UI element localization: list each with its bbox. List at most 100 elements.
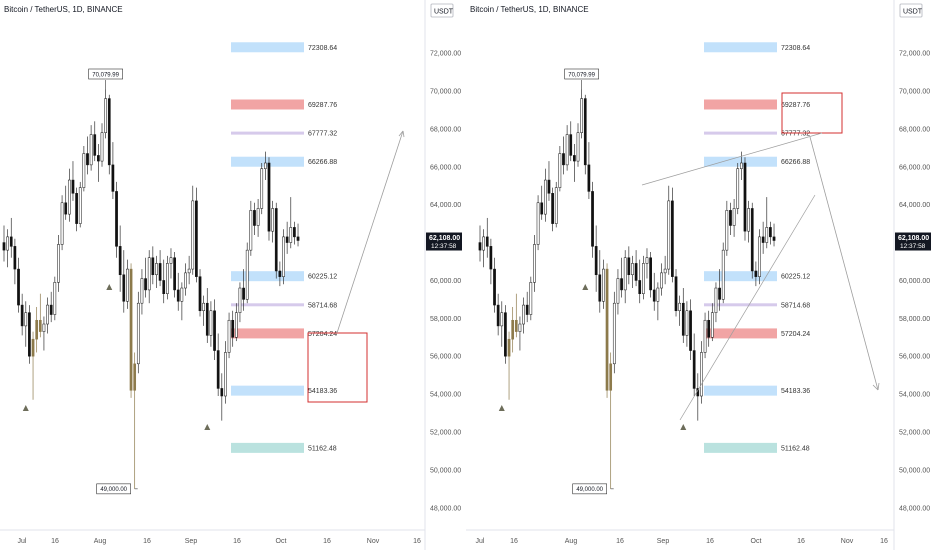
- pivot-triangle: [680, 424, 687, 430]
- candle-body: [195, 200, 198, 277]
- candle-body: [180, 287, 184, 302]
- candle-body: [293, 227, 296, 238]
- candle-body: [89, 134, 93, 166]
- candle-body: [529, 282, 533, 315]
- last-price: 62,108.00: [898, 235, 929, 242]
- y-tick-label: 54,000.00: [899, 392, 930, 399]
- candle-body: [184, 272, 187, 289]
- candle-body: [540, 202, 544, 215]
- candle-body: [9, 236, 13, 247]
- candle-body: [282, 236, 285, 277]
- x-tick-label: Jul: [18, 538, 27, 545]
- candle-body: [100, 132, 104, 162]
- candle-body: [729, 210, 732, 226]
- candle-body: [57, 244, 60, 283]
- x-tick-label: Oct: [751, 538, 762, 545]
- level-band: [704, 42, 777, 53]
- y-tick-label: 72,000.00: [899, 51, 930, 58]
- candle-body: [176, 289, 180, 302]
- y-tick-label: 64,000.00: [430, 202, 461, 209]
- y-tick-label: 66,000.00: [899, 164, 930, 171]
- level-band: [231, 99, 304, 110]
- level-band: [231, 303, 304, 307]
- candle-body: [227, 319, 231, 353]
- y-tick-label: 56,000.00: [430, 354, 461, 361]
- y-tick-label: 60,000.00: [430, 278, 461, 285]
- x-tick-label: Sep: [185, 538, 198, 545]
- candle-body: [191, 200, 195, 270]
- candle-body: [565, 134, 569, 166]
- candle-body: [754, 270, 758, 277]
- y-tick-label: 56,000.00: [899, 354, 930, 361]
- symbol-title: Bitcoin / TetherUS, 1D, BINANCE: [4, 5, 123, 14]
- y-tick-label: 58,000.00: [430, 316, 461, 323]
- candle-body: [224, 352, 227, 397]
- candle-body: [525, 304, 529, 315]
- y-tick-label: 66,000.00: [430, 164, 461, 171]
- pivot-triangle: [22, 405, 29, 411]
- candle-body: [245, 249, 249, 300]
- candle-body: [551, 193, 554, 224]
- candle-body: [115, 191, 118, 247]
- target-box: [781, 92, 843, 134]
- candle-body: [500, 312, 504, 327]
- candle-body: [274, 208, 278, 272]
- candle-body: [671, 200, 674, 277]
- candle-body: [111, 164, 115, 192]
- candle-body: [155, 263, 158, 276]
- candle-body: [24, 312, 28, 327]
- level-label: 69287.76: [308, 102, 337, 109]
- level-label: 66266.88: [781, 159, 810, 166]
- y-tick-label: 52,000.00: [899, 430, 930, 437]
- candle-body: [583, 98, 587, 166]
- candle-body: [562, 153, 565, 166]
- candle-body: [482, 236, 485, 251]
- symbol-title: Bitcoin / TetherUS, 1D, BINANCE: [470, 5, 589, 14]
- candle-body: [17, 268, 20, 306]
- pivot-triangle: [498, 405, 505, 411]
- currency-box[interactable]: [899, 3, 923, 18]
- candle-body: [518, 323, 522, 332]
- candle-body: [547, 179, 551, 194]
- candle-body: [685, 310, 689, 336]
- candle-body: [674, 276, 678, 312]
- candle-body: [60, 202, 64, 245]
- last-price-tag: [426, 232, 462, 251]
- candle-body: [703, 319, 707, 353]
- candle-body: [714, 287, 718, 313]
- candle-body: [700, 352, 703, 397]
- candle-body: [591, 191, 594, 247]
- candle-body: [166, 263, 169, 294]
- x-tick-label: Nov: [367, 538, 380, 545]
- candle-body: [296, 236, 300, 241]
- candle-body: [234, 312, 238, 338]
- candle-body: [249, 210, 253, 251]
- target-box: [307, 332, 368, 403]
- low-label: 49,000.00: [576, 487, 603, 493]
- candle-body: [710, 312, 714, 338]
- candle-body: [31, 338, 35, 357]
- candle-body: [35, 319, 39, 340]
- candle-body: [573, 155, 576, 162]
- candle-body: [740, 162, 743, 169]
- currency-box[interactable]: [430, 3, 454, 18]
- candle-body: [122, 274, 126, 302]
- candle-body: [129, 268, 133, 391]
- candle-body: [478, 242, 482, 251]
- candle-body: [758, 236, 761, 277]
- candle-body: [151, 257, 155, 276]
- level-label: 54183.36: [308, 388, 337, 395]
- x-tick-label: 16: [616, 538, 624, 545]
- candle-body: [678, 302, 681, 312]
- level-band: [704, 385, 777, 396]
- candle-body: [747, 208, 750, 232]
- candle-body: [256, 208, 260, 226]
- x-tick-label: 16: [143, 538, 151, 545]
- candle-body: [136, 302, 140, 365]
- candle-body: [631, 263, 634, 276]
- candle-body: [242, 287, 245, 300]
- level-band: [231, 42, 304, 53]
- level-band: [231, 156, 304, 167]
- pivot-triangle: [106, 284, 113, 290]
